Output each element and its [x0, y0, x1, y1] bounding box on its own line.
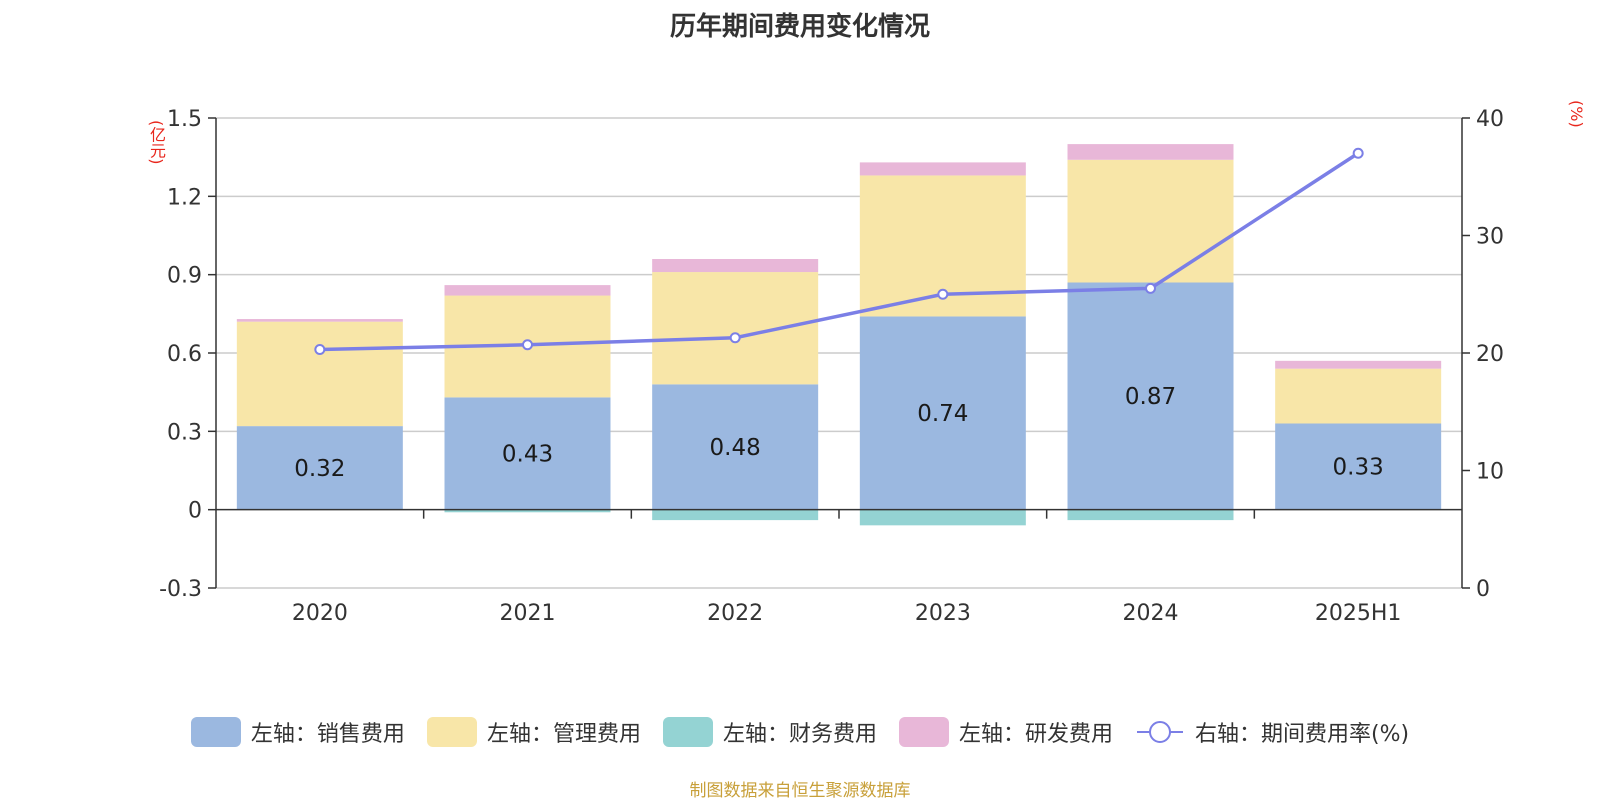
bar-value-label-2022: 0.48	[710, 435, 761, 461]
left-axis-tick-label-1: 0	[188, 499, 202, 524]
rate-point-2021	[522, 339, 533, 351]
legend-label-finance: 左轴：财务费用	[722, 722, 877, 747]
left-axis-tick-label-4: 0.9	[167, 264, 202, 289]
bar-2-2023	[859, 509, 1026, 526]
bar-2-2021	[444, 509, 611, 513]
data-source-note: 制图数据来自恒生聚源数据库	[689, 781, 911, 801]
legend-swatch-rnd	[898, 717, 949, 747]
bar-2-2024	[1067, 509, 1234, 521]
rate-point-2025H1	[1352, 147, 1364, 159]
left-axis-unit: (亿元)	[147, 120, 166, 165]
bar-3-2020	[236, 319, 403, 322]
legend-swatch-admin	[426, 717, 477, 747]
category-label-2020: 2020	[292, 601, 348, 626]
bar-3-2023	[859, 162, 1026, 176]
bar-3-2024	[1067, 144, 1234, 160]
right-axis-tick-label-1: 10	[1476, 460, 1504, 485]
bar-0-2022	[652, 384, 819, 510]
legend: 左轴：销售费用 左轴：管理费用 左轴：财务费用 左轴：研发费用 右轴：期间费用率…	[0, 716, 1600, 748]
legend-item-admin[interactable]: 左轴：管理费用	[426, 716, 641, 748]
bar-0-2024	[1067, 282, 1234, 510]
chart-title: 历年期间费用变化情况	[669, 12, 930, 42]
legend-label-rate: 右轴：期间费用率(%)	[1194, 722, 1410, 747]
legend-item-sales[interactable]: 左轴：销售费用	[190, 716, 405, 748]
right-axis-unit: (%)	[1567, 100, 1586, 128]
bar-3-2022	[652, 259, 819, 273]
category-label-2023: 2023	[915, 601, 971, 626]
left-axis-tick-label-6: 1.5	[167, 107, 202, 132]
bar-0-2023	[859, 316, 1026, 510]
bar-value-label-2025H1: 0.33	[1333, 455, 1384, 481]
bar-0-2020	[236, 426, 403, 510]
bar-2-2022	[652, 509, 819, 521]
bar-value-label-2021: 0.43	[502, 442, 553, 468]
legend-label-sales: 左轴：销售费用	[250, 722, 405, 747]
rate-point-2022	[729, 332, 741, 344]
legend-item-finance[interactable]: 左轴：财务费用	[662, 716, 877, 748]
bar-1-2020	[236, 321, 403, 427]
category-label-2021: 2021	[500, 601, 556, 626]
legend-label-admin: 左轴：管理费用	[486, 722, 641, 747]
bar-1-2024	[1067, 159, 1234, 283]
right-axis-tick-label-2: 20	[1476, 342, 1504, 367]
left-axis-tick-label-3: 0.6	[167, 342, 202, 367]
bar-value-label-2020: 0.32	[294, 456, 345, 482]
legend-label-rnd: 左轴：研发费用	[958, 722, 1113, 747]
bar-3-2021	[444, 285, 611, 296]
category-label-2022: 2022	[707, 601, 763, 626]
legend-swatch-finance	[662, 717, 713, 747]
bar-0-2021	[444, 397, 611, 510]
rate-point-2023	[937, 288, 949, 300]
legend-swatch-rate	[1136, 721, 1183, 743]
legend-item-rnd[interactable]: 左轴：研发费用	[898, 716, 1113, 748]
bar-1-2025H1	[1275, 368, 1442, 424]
bar-1-2022	[652, 272, 819, 385]
left-axis-tick-label-5: 1.2	[167, 185, 202, 210]
right-axis-tick-label-3: 30	[1476, 225, 1504, 250]
left-axis-tick-label-2: 0.3	[167, 420, 202, 445]
bar-value-label-2023: 0.74	[917, 401, 968, 427]
category-label-2025H1: 2025H1	[1315, 601, 1402, 626]
rate-line	[319, 151, 1360, 352]
legend-swatch-sales	[190, 717, 241, 747]
rate-point-2024	[1145, 282, 1156, 294]
right-axis-tick-label-4: 40	[1476, 107, 1504, 132]
legend-item-rate[interactable]: 右轴：期间费用率(%)	[1135, 716, 1409, 748]
right-axis-tick-label-0: 0	[1476, 577, 1490, 602]
category-label-2024: 2024	[1123, 601, 1179, 626]
rate-point-2020	[314, 343, 326, 355]
bar-value-label-2024: 0.87	[1125, 384, 1176, 410]
left-axis-tick-label-0: -0.3	[159, 577, 202, 602]
bar-0-2025H1	[1275, 423, 1442, 510]
bar-3-2025H1	[1275, 360, 1442, 369]
